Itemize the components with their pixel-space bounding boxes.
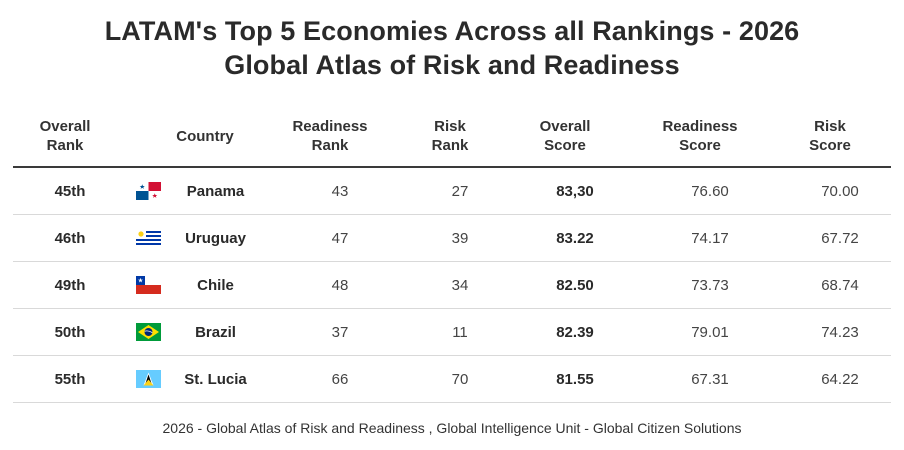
panama-flag-icon	[136, 182, 161, 200]
header-divider	[13, 166, 891, 168]
risk-score-cell: 67.72	[821, 230, 859, 247]
country-cell: Panama	[186, 183, 245, 200]
country-cell: Brazil	[195, 324, 236, 341]
header-country: Country	[176, 128, 234, 145]
table-row: 49th Chile 48 34 82.50 73.73 68.74	[13, 262, 891, 309]
st-lucia-flag-icon	[136, 370, 161, 388]
readiness-rank-cell: 66	[331, 371, 349, 388]
risk-rank-cell: 11	[452, 324, 468, 341]
readiness-score-cell: 67.31	[691, 371, 729, 388]
readiness-rank-cell: 37	[331, 324, 349, 341]
overall-score-cell: 82.39	[556, 324, 594, 341]
readiness-score-cell: 79.01	[691, 324, 729, 341]
country-cell: St. Lucia	[184, 371, 247, 388]
overall-score-cell: 81.55	[556, 371, 594, 388]
overall-rank-cell: 49th	[54, 277, 86, 294]
table-row: 55th St. Lucia 66 70 81.55 67.31 64.22	[13, 356, 891, 403]
header-readiness-score: Readiness Score	[662, 118, 738, 154]
readiness-rank-cell: 43	[331, 183, 349, 200]
table-row: 45th Panama 43 27 83,30 76.60 70.00	[13, 168, 891, 215]
readiness-score-cell: 73.73	[691, 277, 729, 294]
risk-rank-cell: 70	[451, 371, 469, 388]
overall-rank-cell: 45th	[54, 183, 86, 200]
risk-rank-cell: 39	[451, 230, 469, 247]
overall-score-cell: 83.22	[556, 230, 594, 247]
readiness-score-cell: 74.17	[691, 230, 729, 247]
overall-rank-cell: 55th	[54, 371, 86, 388]
page-title: LATAM's Top 5 Economies Across all Ranki…	[0, 14, 904, 82]
risk-rank-cell: 27	[451, 183, 469, 200]
overall-rank-cell: 50th	[54, 324, 86, 341]
risk-score-cell: 68.74	[821, 277, 859, 294]
overall-score-cell: 83,30	[556, 183, 594, 200]
chile-flag-icon	[136, 276, 161, 294]
header-overall-score: Overall Score	[539, 118, 591, 154]
source-footer: 2026 - Global Atlas of Risk and Readines…	[162, 420, 742, 436]
overall-rank-cell: 46th	[54, 230, 86, 247]
risk-score-cell: 64.22	[821, 371, 859, 388]
country-cell: Chile	[197, 277, 234, 294]
title-line-1: LATAM's Top 5 Economies Across all Ranki…	[104, 16, 800, 46]
country-cell: Uruguay	[185, 230, 246, 247]
header-risk-rank: Risk Rank	[431, 118, 469, 154]
brazil-flag-icon	[136, 323, 161, 341]
readiness-rank-cell: 48	[331, 277, 349, 294]
table-row: 50th Brazil 37 11 82.39 79.01 74.23	[13, 309, 891, 356]
risk-score-cell: 74.23	[821, 324, 859, 341]
readiness-rank-cell: 47	[331, 230, 349, 247]
header-overall-rank: Overall Rank	[39, 118, 91, 154]
risk-score-cell: 70.00	[821, 183, 859, 200]
readiness-score-cell: 76.60	[691, 183, 729, 200]
overall-score-cell: 82.50	[556, 277, 594, 294]
title-line-2: Global Atlas of Risk and Readiness	[224, 50, 680, 80]
uruguay-flag-icon	[136, 229, 161, 247]
header-risk-score: Risk Score	[809, 118, 851, 154]
risk-rank-cell: 34	[451, 277, 469, 294]
header-readiness-rank: Readiness Rank	[292, 118, 368, 154]
table-row: 46th Uruguay 47 39 83.22 74.17 67.72	[13, 215, 891, 262]
table-header: Overall Rank Country Readiness Rank Risk…	[0, 117, 904, 159]
